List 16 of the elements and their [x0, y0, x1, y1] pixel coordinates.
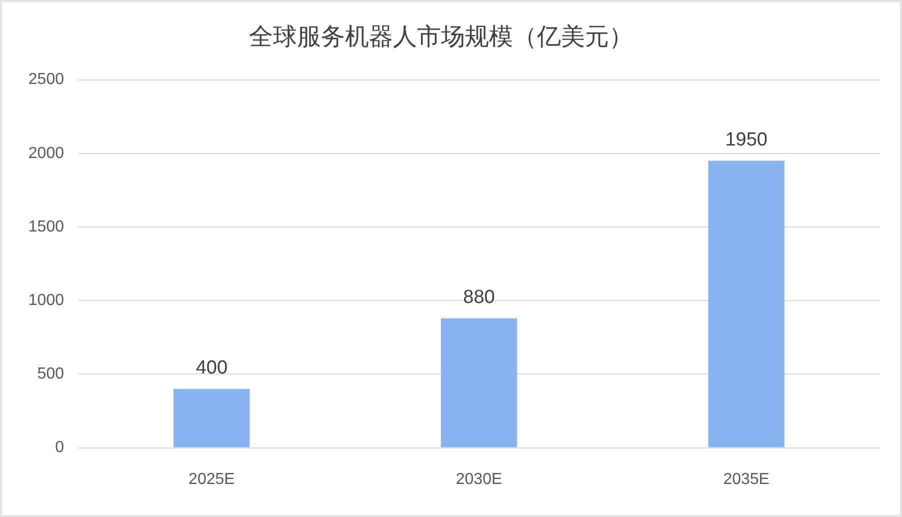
y-tick-label: 2500: [28, 71, 64, 88]
bar: [708, 160, 784, 448]
chart-title: 全球服务机器人市场规模（亿美元）: [249, 22, 633, 51]
x-tick-label: 2030E: [456, 470, 502, 488]
bar: [174, 388, 250, 448]
y-tick-label: 2000: [28, 144, 64, 162]
x-tick-label: 2035E: [723, 470, 770, 488]
y-tick-label: 0: [55, 439, 64, 456]
data-label: 1950: [725, 129, 768, 150]
data-label: 880: [463, 287, 495, 308]
bar: [440, 318, 518, 448]
y-tick-label: 500: [37, 366, 64, 383]
x-tick-label: 2025E: [188, 470, 235, 488]
y-tick-label: 1000: [28, 292, 64, 310]
y-tick-label: 1500: [28, 218, 64, 236]
data-label: 400: [196, 358, 228, 379]
